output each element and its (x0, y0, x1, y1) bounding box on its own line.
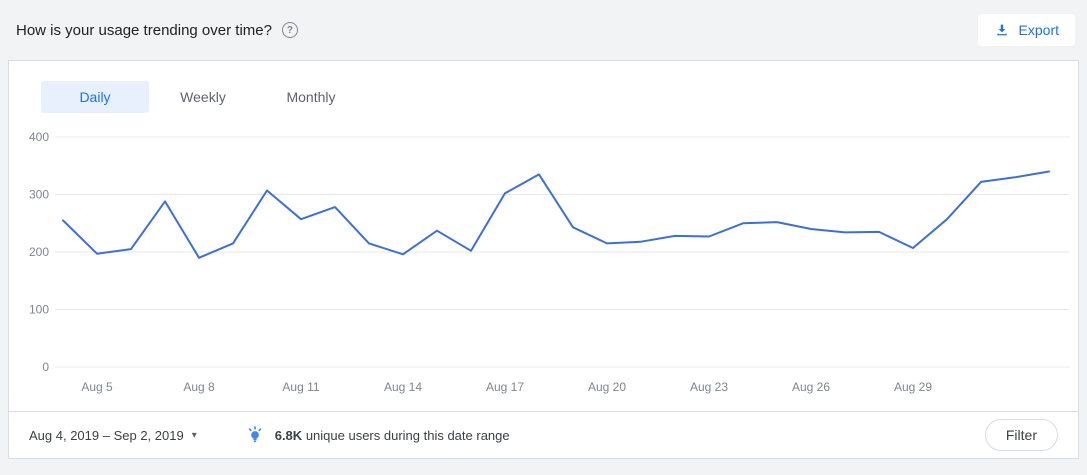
granularity-tabs: Daily Weekly Monthly (9, 61, 1078, 113)
usage-line-chart: 0 100 200 300 400 Aug 5 Aug 8 Aug 11 Aug 14 Aug 1… (29, 130, 1069, 394)
svg-text:Aug 17: Aug 17 (486, 380, 524, 394)
tab-monthly[interactable]: Monthly (286, 89, 336, 105)
insight-text: 6.8K unique users during this date range (275, 428, 510, 443)
svg-text:400: 400 (29, 130, 49, 144)
usage-trend-card: Daily Weekly Monthly 0 100 200 300 400 Aug 5 A… (8, 60, 1079, 459)
svg-text:200: 200 (29, 245, 49, 259)
svg-text:Aug 26: Aug 26 (792, 380, 830, 394)
svg-text:Aug 11: Aug 11 (282, 380, 319, 394)
lightbulb-icon (245, 425, 265, 445)
svg-text:Aug 8: Aug 8 (183, 380, 215, 394)
tab-daily[interactable]: Daily (41, 81, 149, 113)
insight-note: 6.8K unique users during this date range (245, 425, 510, 445)
svg-text:Aug 14: Aug 14 (384, 380, 422, 394)
insight-description: unique users during this date range (305, 427, 510, 443)
insight-value: 6.8K (274, 427, 303, 443)
page-header: How is your usage trending over time? ? … (0, 0, 1087, 60)
export-button[interactable]: Export (977, 14, 1075, 46)
export-button-label: Export (1018, 22, 1059, 38)
svg-text:300: 300 (29, 188, 49, 202)
help-icon[interactable]: ? (281, 22, 298, 38)
tab-weekly[interactable]: Weekly (180, 89, 226, 105)
card-footer: Aug 4, 2019 – Sep 2, 2019 ▾ 6.8K unique … (9, 411, 1078, 458)
svg-text:Aug 23: Aug 23 (690, 380, 728, 394)
chevron-down-icon: ▾ (191, 429, 197, 441)
svg-text:0: 0 (42, 360, 49, 374)
svg-text:Aug 29: Aug 29 (894, 380, 932, 394)
date-range-selector[interactable]: Aug 4, 2019 – Sep 2, 2019 ▾ (29, 428, 197, 443)
download-icon (994, 22, 1010, 38)
date-range-label: Aug 4, 2019 – Sep 2, 2019 (29, 427, 184, 443)
svg-text:100: 100 (29, 303, 49, 317)
page-title: How is your usage trending over time? (16, 21, 272, 39)
svg-text:Aug 5: Aug 5 (81, 380, 113, 394)
filter-button[interactable]: Filter (984, 419, 1058, 451)
svg-text:Aug 20: Aug 20 (588, 380, 626, 394)
chart-area: 0 100 200 300 400 Aug 5 Aug 8 Aug 11 Aug 14 Aug 1… (9, 113, 1078, 405)
